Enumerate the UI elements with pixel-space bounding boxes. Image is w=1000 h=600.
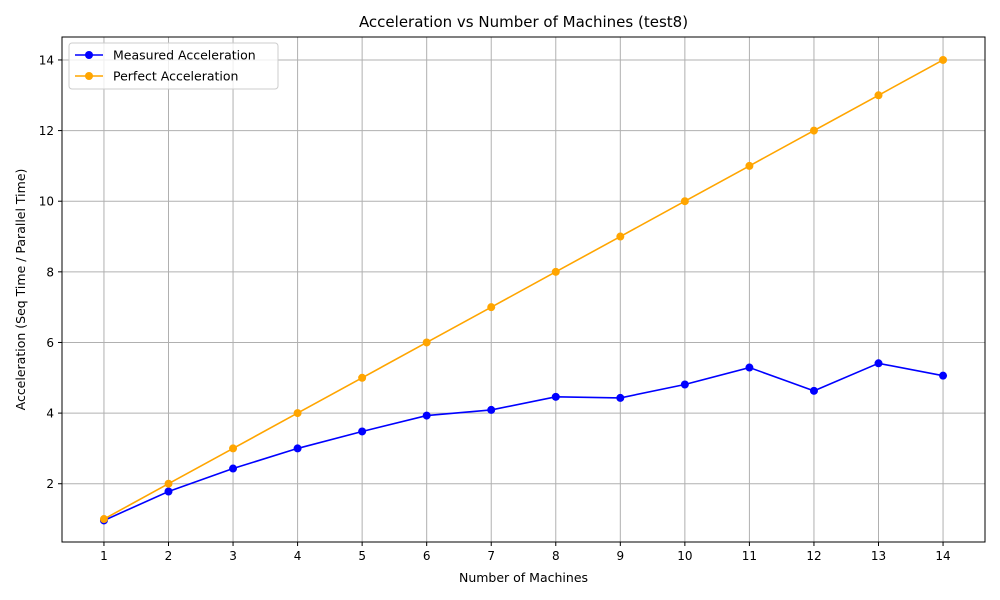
y-axis-label: Acceleration (Seq Time / Parallel Time): [13, 169, 28, 411]
legend-label-measured: Measured Acceleration: [113, 48, 256, 63]
x-tick-label: 2: [165, 549, 173, 563]
data-point-measured: [229, 464, 238, 473]
x-tick-label: 13: [871, 549, 886, 563]
data-point-perfect: [680, 197, 689, 206]
data-point-perfect: [809, 126, 818, 135]
data-point-perfect: [358, 373, 367, 382]
x-tick-label: 6: [423, 549, 431, 563]
series-layer: [99, 55, 948, 525]
series-line-measured: [103, 362, 944, 522]
x-tick-label: 7: [487, 549, 495, 563]
y-tick-label: 8: [46, 265, 54, 279]
data-point-measured: [616, 393, 625, 402]
data-point-measured: [551, 392, 560, 401]
data-point-perfect: [293, 409, 302, 418]
y-tick-label: 6: [46, 336, 54, 350]
x-tick-label: 8: [552, 549, 560, 563]
x-tick-label: 1: [100, 549, 108, 563]
x-tick-label: 11: [742, 549, 757, 563]
data-point-measured: [939, 371, 948, 380]
data-point-perfect: [874, 91, 883, 100]
data-point-measured: [680, 380, 689, 389]
series-line-perfect: [103, 59, 944, 520]
data-point-measured: [293, 444, 302, 453]
x-axis-label: Number of Machines: [459, 570, 588, 585]
x-tick-label: 3: [229, 549, 237, 563]
chart-title: Acceleration vs Number of Machines (test…: [359, 13, 688, 31]
data-point-measured: [487, 405, 496, 414]
data-point-measured: [358, 427, 367, 436]
x-tick-label: 4: [294, 549, 302, 563]
legend-marker-perfect: [85, 72, 93, 80]
legend-marker-measured: [85, 51, 93, 59]
y-tick-label: 10: [39, 195, 54, 209]
x-tick-label: 9: [616, 549, 624, 563]
data-point-perfect: [616, 232, 625, 241]
data-point-perfect: [487, 303, 496, 312]
y-tick-label: 14: [39, 53, 54, 67]
legend-label-perfect: Perfect Acceleration: [113, 69, 238, 84]
data-point-measured: [809, 386, 818, 395]
data-point-perfect: [99, 515, 108, 524]
x-tick-label: 5: [358, 549, 366, 563]
x-tick-label: 12: [806, 549, 821, 563]
y-tick-label: 4: [46, 407, 54, 421]
data-point-perfect: [745, 161, 754, 170]
data-point-perfect: [164, 479, 173, 488]
plot-frame: [61, 36, 986, 543]
data-point-measured: [164, 487, 173, 496]
data-point-perfect: [422, 338, 431, 347]
y-tick-label: 2: [46, 477, 54, 491]
grid-layer: [62, 37, 985, 542]
data-point-perfect: [551, 267, 560, 276]
data-point-perfect: [939, 55, 948, 64]
legend-box: [68, 42, 279, 90]
data-point-perfect: [229, 444, 238, 453]
legend: Measured Acceleration Perfect Accelerati…: [68, 42, 279, 90]
data-point-measured: [745, 363, 754, 372]
x-tick-label: 10: [677, 549, 692, 563]
data-point-measured: [422, 411, 431, 420]
data-point-measured: [874, 359, 883, 368]
x-tick-label: 14: [935, 549, 950, 563]
y-tick-label: 12: [39, 124, 54, 138]
